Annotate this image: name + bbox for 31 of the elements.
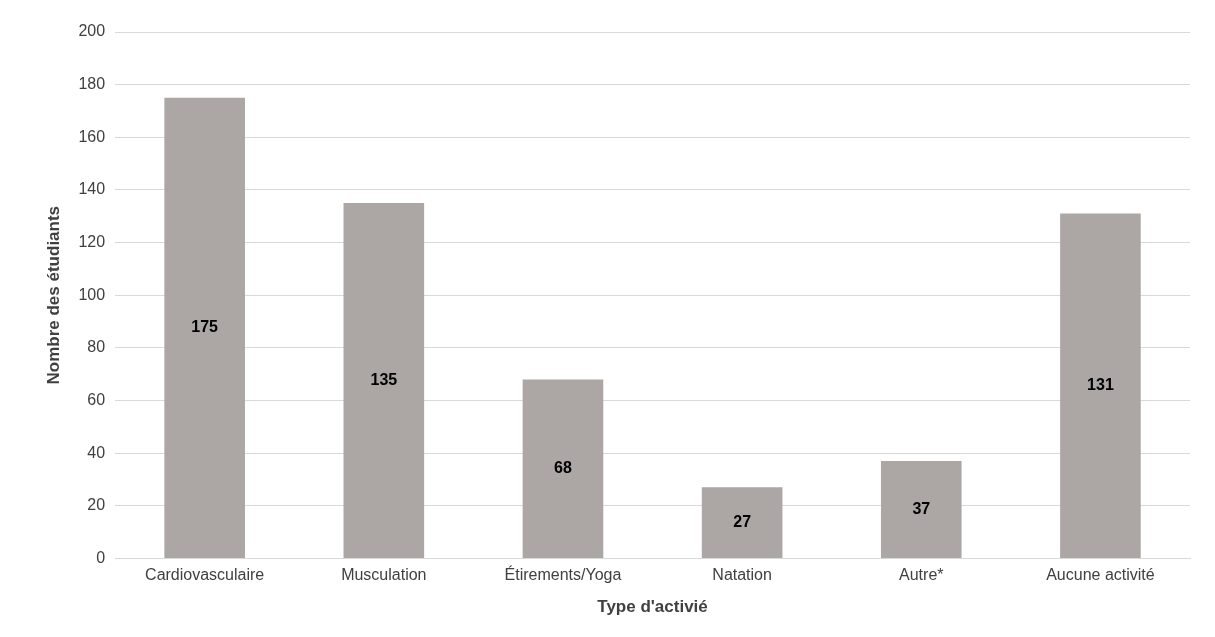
y-tick-label: 160 (78, 127, 106, 145)
y-tick-label: 100 (78, 285, 106, 303)
bar (880, 461, 962, 558)
data-label: 175 (191, 318, 219, 336)
x-tick-label: Natation (712, 566, 772, 584)
y-tick-label: 80 (87, 338, 106, 356)
y-tick-label: 0 (96, 548, 106, 566)
x-tick-label: Étirements/Yoga (504, 565, 622, 584)
x-tick-label: Aucune activité (1046, 566, 1155, 584)
y-tick-label: 40 (87, 443, 106, 461)
y-tick-label: 20 (87, 496, 106, 514)
y-tick-label: 120 (78, 232, 106, 250)
bar (701, 487, 783, 558)
x-tick-label: Musculation (341, 566, 427, 584)
bar (1060, 213, 1141, 558)
y-tick-label: 60 (87, 390, 106, 408)
x-axis-title: Type d'activié (597, 597, 708, 617)
data-label: 27 (733, 513, 752, 531)
data-label: 37 (912, 499, 931, 517)
data-label: 135 (370, 370, 398, 388)
bar (164, 97, 245, 558)
bar (522, 379, 604, 558)
y-tick-label: 200 (78, 22, 106, 40)
x-tick-label: Cardiovasculaire (145, 566, 265, 584)
y-tick-label: 180 (78, 75, 106, 93)
data-label: 68 (554, 459, 572, 477)
x-tick-label: Autre* (899, 566, 944, 584)
data-label: 131 (1087, 376, 1114, 394)
bar (343, 203, 425, 558)
y-tick-label: 140 (78, 180, 106, 198)
y-axis-title: Nombre des étudiants (43, 205, 63, 385)
